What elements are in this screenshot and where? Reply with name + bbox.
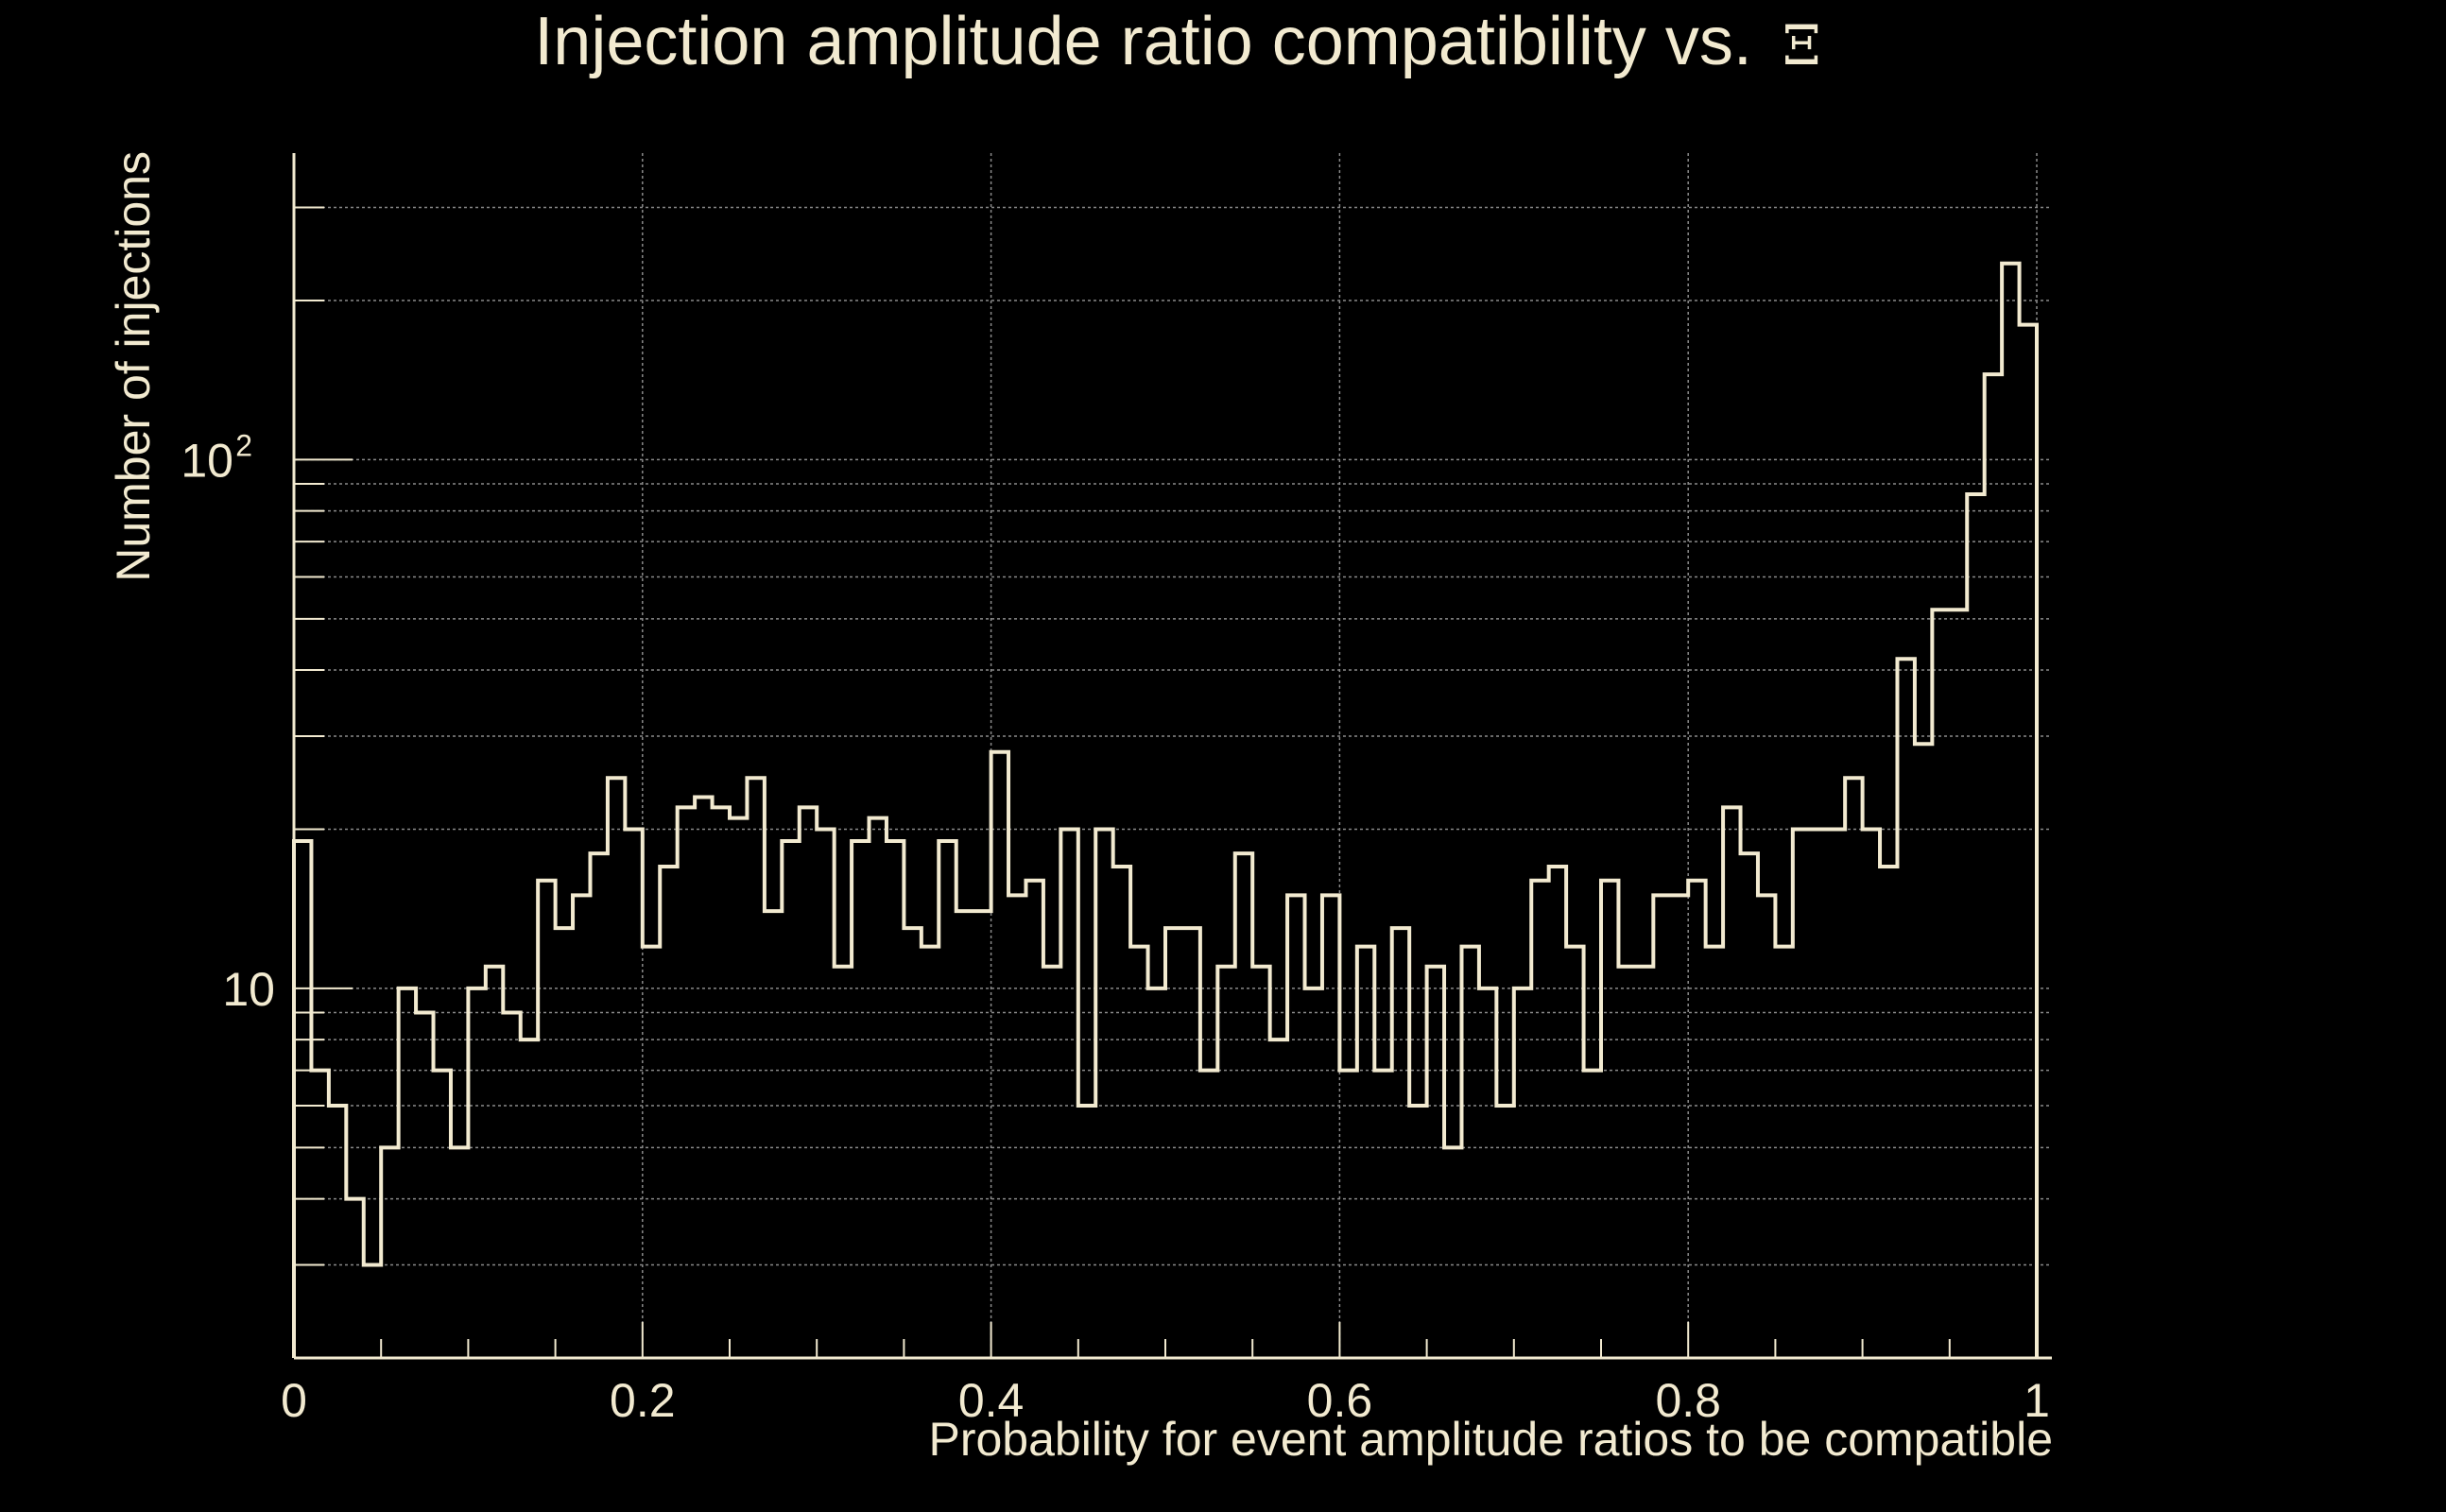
x-tick-labels: 0 0.2 0.4 0.6 0.8 1 <box>281 1374 2050 1427</box>
axes <box>292 153 2052 1360</box>
y-axis-label: Number of injections <box>107 151 160 582</box>
x-axis-label: Probability for event amplitude ratios t… <box>928 1413 2053 1466</box>
x-tick-label: 0.6 <box>1307 1374 1373 1427</box>
chart-title: Injection amplitude ratio compatibility … <box>534 4 1820 79</box>
x-tick-label: 0.2 <box>610 1374 676 1427</box>
x-tick-label: 1 <box>2024 1374 2050 1427</box>
chart-title-symbol: Ξ <box>1783 13 1821 77</box>
y-tick-label-exponent: 2 <box>235 428 252 462</box>
x-tick-label: 0.8 <box>1655 1374 1721 1427</box>
histogram-series-line <box>292 261 2039 1358</box>
y-tick-label: 10 <box>181 434 233 487</box>
y-tick-label: 10 <box>222 963 275 1016</box>
x-tick-label: 0.4 <box>958 1374 1025 1427</box>
x-tick-label: 0 <box>281 1374 307 1427</box>
